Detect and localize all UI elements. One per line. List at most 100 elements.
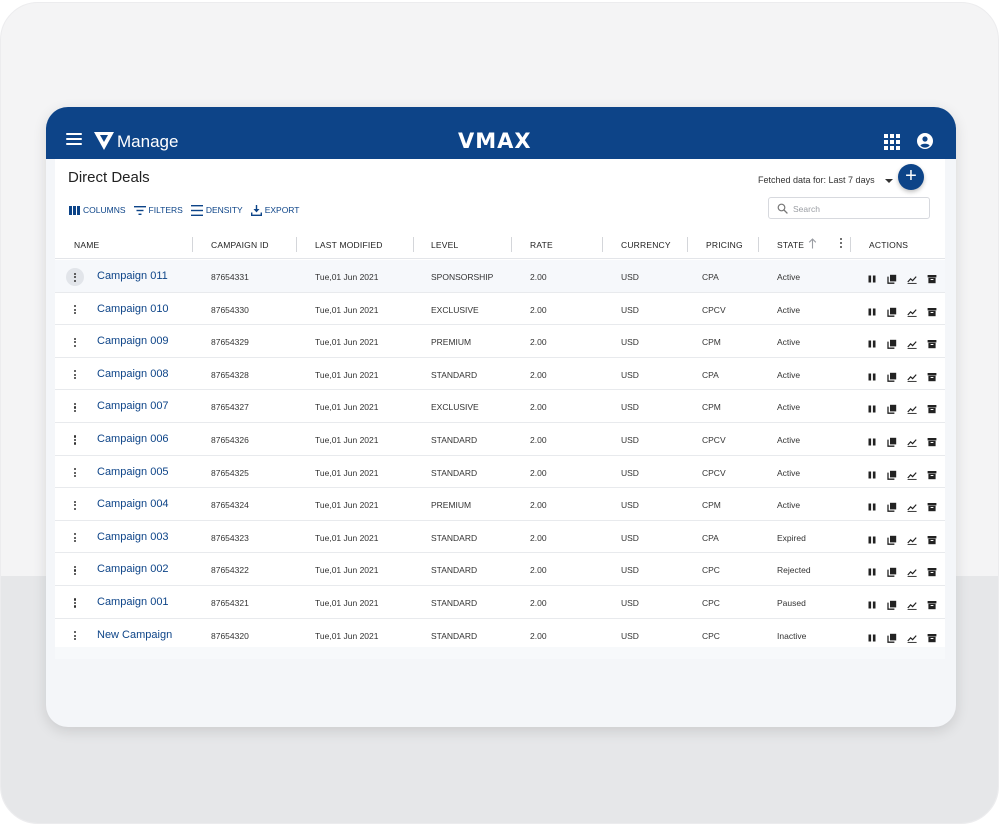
chart-icon[interactable]: [907, 532, 917, 545]
date-range-dropdown[interactable]: Fetched data for: Last 7 days: [758, 175, 893, 185]
archive-icon[interactable]: [927, 369, 937, 381]
archive-icon[interactable]: [927, 467, 937, 479]
table-row[interactable]: Campaign 001 87654321 Tue,01 Jun 2021 STAND…: [55, 586, 945, 619]
campaign-name-link[interactable]: Campaign 002: [97, 563, 169, 576]
archive-icon[interactable]: [927, 597, 937, 610]
archive-icon[interactable]: [927, 630, 937, 642]
archive-icon[interactable]: [927, 336, 937, 349]
archive-icon[interactable]: [927, 532, 937, 544]
table-row[interactable]: Campaign 008 87654328 Tue,01 Jun 2021 STAND…: [55, 358, 945, 391]
chart-icon[interactable]: [907, 630, 917, 643]
campaign-name-link[interactable]: Campaign 011: [97, 270, 168, 282]
row-more-options-icon[interactable]: [66, 464, 84, 482]
archive-icon[interactable]: [927, 401, 937, 414]
table-row[interactable]: Campaign 007 87654327 Tue,01 Jun 2021 EXCLU…: [55, 390, 945, 423]
copy-icon[interactable]: [887, 336, 897, 350]
column-header-currency[interactable]: CURRENCY: [621, 240, 671, 250]
column-separator[interactable]: [413, 237, 414, 252]
pause-icon[interactable]: [867, 564, 877, 576]
row-more-options-icon[interactable]: [66, 594, 84, 612]
campaign-name-link[interactable]: Campaign 003: [97, 530, 169, 543]
add-deal-button[interactable]: +: [898, 164, 924, 190]
copy-icon[interactable]: [887, 499, 897, 513]
column-header-last-modified[interactable]: LAST MODIFIED: [315, 240, 383, 250]
row-more-options-icon[interactable]: [66, 627, 84, 645]
search-box[interactable]: [768, 197, 930, 219]
copy-icon[interactable]: [887, 564, 897, 578]
archive-icon[interactable]: [927, 564, 937, 577]
column-header-rate[interactable]: RATE: [530, 240, 553, 250]
density-button[interactable]: DENSITY: [190, 204, 243, 216]
row-more-options-icon[interactable]: [66, 529, 84, 547]
archive-icon[interactable]: [927, 271, 937, 284]
table-row[interactable]: Campaign 010 87654330 Tue,01 Jun 2021 EXCLU…: [55, 293, 945, 326]
column-separator[interactable]: [192, 237, 193, 252]
row-more-options-icon[interactable]: [66, 333, 84, 351]
chart-icon[interactable]: [907, 271, 917, 284]
campaign-name-link[interactable]: Campaign 001: [97, 595, 169, 608]
chart-icon[interactable]: [907, 401, 917, 415]
account-icon[interactable]: [917, 133, 933, 149]
row-more-options-icon[interactable]: [66, 268, 84, 286]
chart-icon[interactable]: [907, 369, 917, 382]
campaign-name-link[interactable]: Campaign 009: [97, 335, 169, 348]
pause-icon[interactable]: [867, 369, 877, 381]
apps-grid-icon[interactable]: [884, 134, 900, 150]
chart-icon[interactable]: [907, 597, 917, 610]
campaign-name-link[interactable]: Campaign 004: [97, 498, 169, 511]
copy-icon[interactable]: [887, 304, 897, 317]
pause-icon[interactable]: [867, 630, 877, 642]
filters-button[interactable]: FILTERS: [133, 205, 183, 215]
export-button[interactable]: EXPORT: [250, 204, 299, 216]
column-menu-icon[interactable]: [839, 238, 843, 250]
column-header-state[interactable]: STATE: [777, 240, 805, 250]
pause-icon[interactable]: [867, 401, 877, 413]
row-more-options-icon[interactable]: [66, 496, 84, 514]
chart-icon[interactable]: [907, 336, 917, 350]
row-more-options-icon[interactable]: [66, 301, 84, 319]
chart-icon[interactable]: [907, 467, 917, 480]
copy-icon[interactable]: [887, 467, 897, 480]
chart-icon[interactable]: [907, 499, 917, 513]
column-header-level[interactable]: LEVEL: [431, 240, 459, 250]
column-header-name[interactable]: NAME: [74, 240, 100, 250]
copy-icon[interactable]: [887, 271, 897, 284]
copy-icon[interactable]: [887, 369, 897, 382]
copy-icon[interactable]: [887, 630, 897, 643]
table-row[interactable]: Campaign 011 87654331 Tue,01 Jun 2021 SPONS…: [55, 260, 945, 293]
column-header-pricing[interactable]: PRICING: [706, 240, 743, 250]
copy-icon[interactable]: [887, 597, 897, 610]
chart-icon[interactable]: [907, 564, 917, 578]
table-row[interactable]: Campaign 004 87654324 Tue,01 Jun 2021 PREMI…: [55, 488, 945, 521]
chart-icon[interactable]: [907, 304, 917, 317]
hamburger-menu-icon[interactable]: [66, 133, 82, 145]
column-separator[interactable]: [850, 237, 851, 252]
campaign-name-link[interactable]: Campaign 007: [97, 400, 169, 413]
pause-icon[interactable]: [867, 271, 877, 283]
app-section-label[interactable]: Manage: [117, 132, 179, 151]
pause-icon[interactable]: [867, 434, 877, 446]
pause-icon[interactable]: [867, 336, 877, 348]
table-row[interactable]: Campaign 005 87654325 Tue,01 Jun 2021 STAND…: [55, 456, 945, 489]
columns-button[interactable]: COLUMNS: [69, 205, 126, 215]
column-separator[interactable]: [602, 237, 603, 252]
table-row[interactable]: Campaign 003 87654323 Tue,01 Jun 2021 STAND…: [55, 521, 945, 554]
copy-icon[interactable]: [887, 434, 897, 447]
table-row[interactable]: Campaign 006 87654326 Tue,01 Jun 2021 STAND…: [55, 423, 945, 456]
table-row[interactable]: Campaign 009 87654329 Tue,01 Jun 2021 PREMI…: [55, 325, 945, 358]
column-separator[interactable]: [296, 237, 297, 252]
pause-icon[interactable]: [867, 467, 877, 479]
campaign-name-link[interactable]: Campaign 006: [97, 432, 169, 445]
column-separator[interactable]: [758, 237, 759, 252]
archive-icon[interactable]: [927, 499, 937, 512]
pause-icon[interactable]: [867, 304, 877, 316]
search-input[interactable]: [793, 201, 923, 216]
column-separator[interactable]: [687, 237, 688, 252]
pause-icon[interactable]: [867, 532, 877, 544]
row-more-options-icon[interactable]: [66, 398, 84, 416]
row-more-options-icon[interactable]: [66, 366, 84, 384]
campaign-name-link[interactable]: New Campaign: [97, 628, 173, 641]
column-header-campaign-id[interactable]: CAMPAIGN ID: [211, 240, 269, 250]
copy-icon[interactable]: [887, 401, 897, 415]
campaign-name-link[interactable]: Campaign 005: [97, 465, 169, 478]
